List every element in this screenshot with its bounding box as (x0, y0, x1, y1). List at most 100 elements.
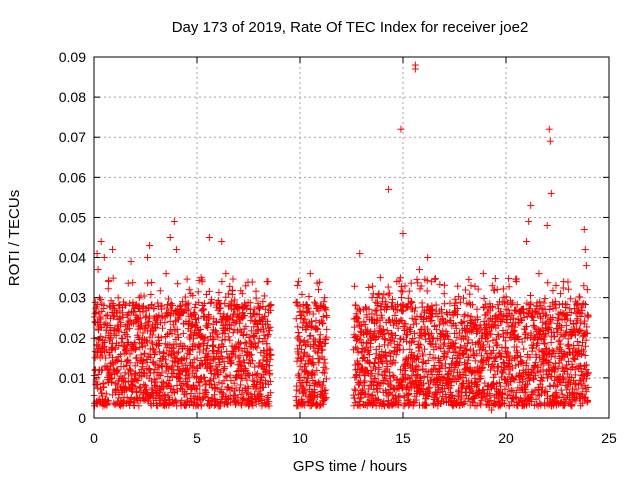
data-point-band (567, 295, 575, 303)
data-point-band (193, 373, 201, 381)
data-point-band (158, 302, 166, 310)
data-point-band (547, 338, 555, 346)
data-point-band (405, 287, 413, 295)
data-point-band (164, 295, 172, 303)
data-point (306, 270, 314, 278)
y-tick-label: 0.02 (59, 330, 86, 346)
data-point-band (102, 312, 110, 320)
data-point-band (156, 287, 164, 295)
data-point-band (97, 296, 105, 304)
data-point-band (204, 320, 212, 328)
data-point (547, 189, 555, 197)
data-point-band (229, 275, 237, 283)
data-point-band (114, 326, 122, 334)
data-point-band (111, 344, 119, 352)
data-point-band (103, 311, 111, 319)
data-point (582, 262, 590, 270)
data-point-band (185, 374, 193, 382)
data-point-band (114, 366, 122, 374)
data-point-band (321, 359, 329, 367)
data-point-band (208, 364, 216, 372)
data-point-band (423, 287, 431, 295)
y-tick-label: 0.07 (59, 129, 86, 145)
data-point-band (191, 304, 199, 312)
data-point-band (469, 347, 477, 355)
data-point-band (137, 351, 145, 359)
data-point-band (191, 314, 199, 322)
data-point-band (266, 302, 274, 310)
data-point-band (266, 369, 274, 377)
data-point-band (177, 368, 185, 376)
data-point-band (194, 314, 202, 322)
data-point-band (116, 313, 124, 321)
data-point (91, 310, 99, 318)
data-point-band (351, 385, 359, 393)
data-point-band (120, 362, 128, 370)
data-point-band (169, 366, 177, 374)
data-point-band (134, 377, 142, 385)
data-point-band (93, 301, 101, 309)
data-point-band (209, 336, 217, 344)
data-point (172, 246, 180, 254)
data-point-band (131, 339, 139, 347)
data-point-band (190, 356, 198, 364)
data-point-band (436, 280, 444, 288)
data-point-band (171, 396, 179, 404)
data-point-band (543, 311, 551, 319)
data-point-band (141, 342, 149, 350)
data-point-band (322, 386, 330, 394)
data-point-band (248, 278, 256, 286)
data-point-band (576, 293, 584, 301)
data-point-band (319, 368, 327, 376)
data-point-band (150, 359, 158, 367)
data-point-band (507, 300, 515, 308)
data-point-band (106, 303, 114, 311)
data-point-band (195, 298, 203, 306)
data-point (94, 266, 102, 274)
data-point-band (139, 329, 147, 337)
data-point-band (218, 278, 226, 286)
data-point-band (555, 301, 563, 309)
data-point-band (465, 275, 473, 283)
data-point-band (295, 370, 303, 378)
data-point (109, 246, 117, 254)
data-point-band (147, 354, 155, 362)
x-tick-label: 10 (292, 430, 308, 446)
data-point-band (123, 344, 131, 352)
data-point-band (454, 282, 462, 290)
data-point-band (520, 345, 528, 353)
data-point-band (165, 365, 173, 373)
data-point-band (267, 351, 275, 359)
data-point-band (108, 374, 116, 382)
chart-title: Day 173 of 2019, Rate Of TEC Index for r… (172, 19, 529, 36)
data-point-band (511, 306, 519, 314)
data-point (93, 250, 101, 258)
data-point (162, 270, 170, 278)
data-point-band (172, 397, 180, 405)
data-point-band (154, 299, 162, 307)
data-point-band (564, 285, 572, 293)
data-point-band (166, 312, 174, 320)
data-point-band (396, 274, 404, 282)
data-point (467, 282, 475, 290)
data-point-band (501, 337, 509, 345)
y-tick-label: 0.05 (59, 209, 86, 225)
data-point-band (584, 312, 592, 320)
data-point-band (148, 338, 156, 346)
data-point (127, 258, 135, 266)
data-point (146, 242, 154, 250)
data-point-band (502, 343, 510, 351)
data-point-band (549, 287, 557, 295)
data-point-band (106, 369, 114, 377)
data-point (581, 246, 589, 254)
data-point-band (148, 301, 156, 309)
data-point-band (408, 299, 416, 307)
data-point-band (167, 310, 175, 318)
data-point-band (133, 313, 141, 321)
data-point-band (307, 332, 315, 340)
data-point-band (380, 290, 388, 298)
data-point-band (193, 354, 201, 362)
data-point-band (204, 336, 212, 344)
data-point-band (321, 369, 329, 377)
data-point-band (195, 340, 203, 348)
